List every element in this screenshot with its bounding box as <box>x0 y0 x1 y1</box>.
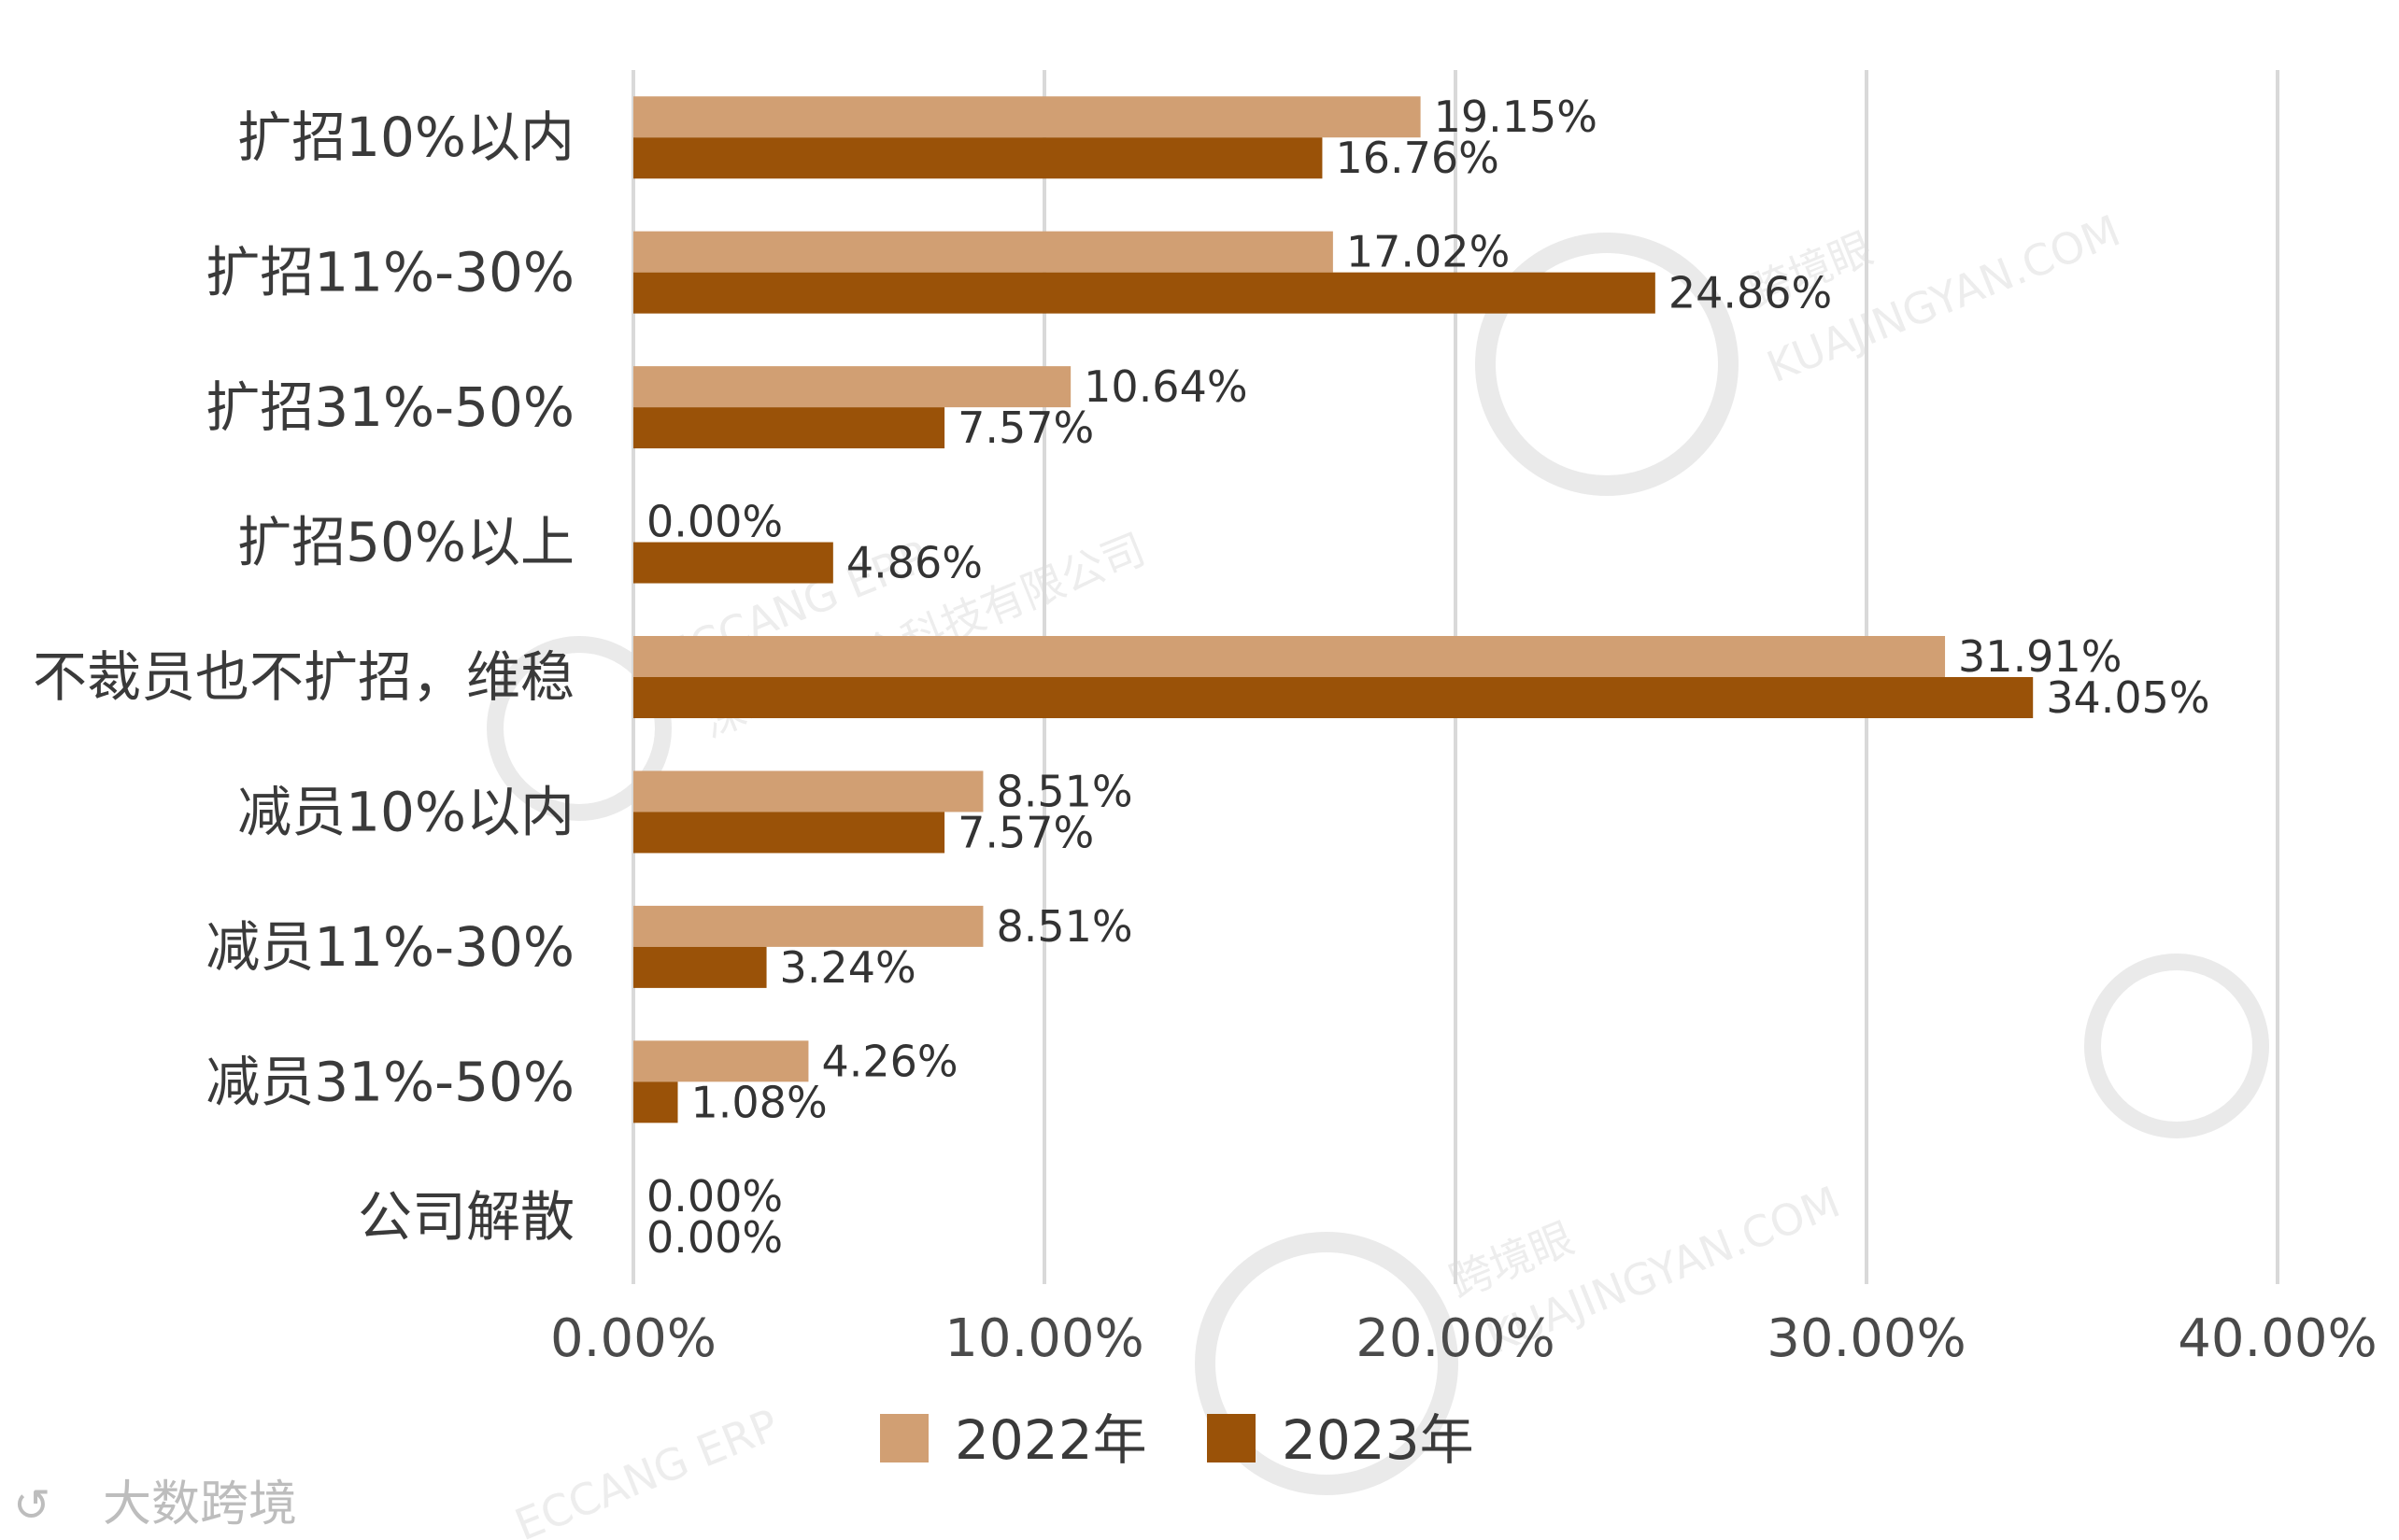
data-label: 4.86% <box>846 538 983 588</box>
data-label: 4.26% <box>821 1036 958 1086</box>
bar-series-1 <box>633 905 984 947</box>
x-tick-label: 0.00% <box>550 1308 717 1369</box>
category-label: 减员31%-50% <box>206 1050 575 1113</box>
data-label: 16.76% <box>1335 133 1498 183</box>
x-tick-label: 30.00% <box>1767 1308 1966 1369</box>
source-badge: ↺ 大数跨境 <box>13 1476 297 1533</box>
x-tick-label: 10.00% <box>944 1308 1144 1369</box>
bar-series-1 <box>633 96 1421 138</box>
bar-series-2 <box>633 272 1655 314</box>
labels-layer: 0.00% 10.00% 20.00% 30.00% 40.00% 扩招10%以内 19.1… <box>33 92 2378 1369</box>
legend-swatch <box>880 1414 929 1462</box>
category-label: 扩招31%-50% <box>206 375 575 439</box>
category-label: 公司解散 <box>358 1185 575 1249</box>
bar-series-1 <box>633 770 984 812</box>
legend-swatch <box>1207 1414 1256 1462</box>
category-label: 减员11%-30% <box>206 915 575 979</box>
category-label: 扩招50%以上 <box>237 511 575 574</box>
data-label: 1.08% <box>691 1077 828 1127</box>
legend-label: 2023年 <box>1282 1408 1474 1472</box>
legend: 2022年 2023年 <box>880 1408 1474 1472</box>
data-label: 34.05% <box>2046 672 2209 723</box>
category-label: 不裁员也不扩招，维稳 <box>33 645 575 709</box>
data-label: 7.57% <box>958 403 1094 453</box>
bar-series-2 <box>633 946 767 988</box>
data-label: 0.00% <box>646 1171 783 1222</box>
x-tick-label: 40.00% <box>2178 1308 2378 1369</box>
bar-series-1 <box>633 366 1072 408</box>
source-badge-icon: ↺ <box>13 1479 50 1532</box>
bar-series-1 <box>633 231 1333 273</box>
data-label: 31.91% <box>1958 631 2122 682</box>
watermark-erp-name: ECCANG ERP <box>508 1399 786 1540</box>
data-label: 7.57% <box>958 807 1094 857</box>
bar-series-2 <box>633 542 833 584</box>
bars-layer <box>633 96 2034 1123</box>
watermark-eye-icon <box>1195 1232 1458 1495</box>
watermark-eye-icon <box>1475 233 1739 496</box>
data-label: 10.64% <box>1084 361 1247 412</box>
data-label: 24.86% <box>1668 268 1832 318</box>
data-label: 17.02% <box>1346 227 1510 277</box>
data-label: 3.24% <box>780 942 916 993</box>
bar-series-2 <box>633 812 945 854</box>
category-label: 扩招11%-30% <box>206 241 575 304</box>
bar-series-2 <box>633 677 2034 718</box>
bar-series-1 <box>633 1040 809 1082</box>
x-tick-label: 20.00% <box>1356 1308 1555 1369</box>
data-label: 19.15% <box>1434 92 1597 142</box>
watermark-logo-icon <box>2084 954 2269 1138</box>
source-badge-text: 大数跨境 <box>103 1476 297 1533</box>
bar-series-1 <box>633 636 1946 677</box>
bar-series-2 <box>633 407 945 449</box>
data-label: 0.00% <box>646 497 783 547</box>
category-label: 减员10%以内 <box>237 780 575 843</box>
bar-series-2 <box>633 137 1323 179</box>
legend-label: 2022年 <box>955 1408 1147 1472</box>
data-label: 8.51% <box>996 901 1132 952</box>
category-label: 扩招10%以内 <box>237 106 575 169</box>
watermark-logo-icon <box>487 636 672 821</box>
data-label: 0.00% <box>646 1212 783 1263</box>
bar-series-2 <box>633 1081 678 1123</box>
data-label: 8.51% <box>996 766 1132 816</box>
